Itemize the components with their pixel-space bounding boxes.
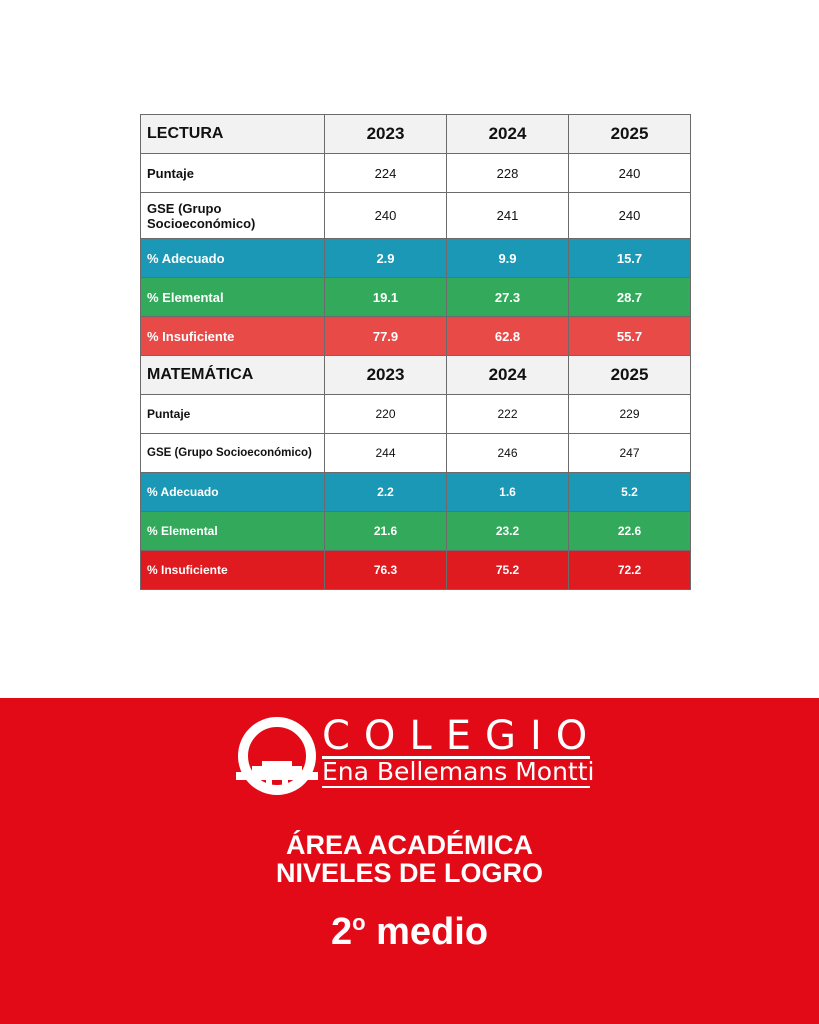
- year-header: 2024: [446, 355, 569, 395]
- lectura-title: LECTURA: [140, 114, 325, 154]
- grade-word: medio: [376, 911, 489, 953]
- logo-colegio-word: COLEGIO: [322, 713, 602, 759]
- cell-value: 246: [446, 433, 569, 473]
- row-label: Puntaje: [140, 153, 325, 193]
- grade-ordinal: o: [352, 910, 366, 935]
- row-label: Puntaje: [140, 394, 325, 434]
- year-header: 2025: [568, 114, 691, 154]
- matematica-header-row: MATEMÁTICA 2023 2024 2025: [140, 355, 691, 395]
- row-label: % Elemental: [140, 277, 325, 317]
- matematica-elemental-row: % Elemental 21.6 23.2 22.6: [140, 511, 691, 551]
- cell-value: 28.7: [568, 277, 691, 317]
- niveles-title: NIVELES DE LOGRO: [275, 858, 544, 888]
- cell-value: 240: [324, 192, 447, 239]
- row-label: GSE (Grupo Socioeconómico): [140, 433, 325, 473]
- matematica-title: MATEMÁTICA: [140, 355, 325, 395]
- cell-value: 77.9: [324, 316, 447, 356]
- cell-value: 21.6: [324, 511, 447, 551]
- cell-value: 72.2: [568, 550, 691, 590]
- cell-value: 1.6: [446, 472, 569, 512]
- row-label: % Insuficiente: [140, 550, 325, 590]
- results-table: LECTURA 2023 2024 2025 Puntaje 224 228 2…: [140, 114, 691, 590]
- lectura-adecuado-row: % Adecuado 2.9 9.9 15.7: [140, 238, 691, 278]
- grade-title: 2o medio: [0, 900, 819, 955]
- cell-value: 27.3: [446, 277, 569, 317]
- year-header: 2023: [324, 114, 447, 154]
- grade-number: 2: [330, 911, 353, 953]
- year-header: 2023: [324, 355, 447, 395]
- cell-value: 220: [324, 394, 447, 434]
- cell-value: 22.6: [568, 511, 691, 551]
- cell-value: 228: [446, 153, 569, 193]
- matematica-adecuado-row: % Adecuado 2.2 1.6 5.2: [140, 472, 691, 512]
- cell-value: 2.2: [324, 472, 447, 512]
- cell-value: 19.1: [324, 277, 447, 317]
- row-label: GSE (Grupo Socioeconómico): [140, 192, 325, 239]
- cell-value: 62.8: [446, 316, 569, 356]
- logo-divider: [322, 756, 590, 759]
- cell-value: 247: [568, 433, 691, 473]
- logo-underline: [322, 786, 590, 788]
- row-label: % Adecuado: [140, 472, 325, 512]
- cell-value: 240: [568, 153, 691, 193]
- area-title: ÁREA ACADÉMICA: [286, 830, 533, 860]
- footer-banner: [0, 698, 819, 1024]
- matematica-insuficiente-row: % Insuficiente 76.3 75.2 72.2: [140, 550, 691, 590]
- year-header: 2024: [446, 114, 569, 154]
- logo-school-name: Ena Bellemans Montti: [322, 757, 595, 786]
- cell-value: 224: [324, 153, 447, 193]
- cell-value: 2.9: [324, 238, 447, 278]
- cell-value: 229: [568, 394, 691, 434]
- year-header: 2025: [568, 355, 691, 395]
- matematica-gse-row: GSE (Grupo Socioeconómico) 244 246 247: [140, 433, 691, 473]
- lectura-gse-row: GSE (Grupo Socioeconómico) 240 241 240: [140, 192, 691, 239]
- cell-value: 241: [446, 192, 569, 239]
- cell-value: 5.2: [568, 472, 691, 512]
- cell-value: 240: [568, 192, 691, 239]
- row-label: % Adecuado: [140, 238, 325, 278]
- cell-value: 75.2: [446, 550, 569, 590]
- row-label: % Insuficiente: [140, 316, 325, 356]
- cell-value: 23.2: [446, 511, 569, 551]
- lectura-elemental-row: % Elemental 19.1 27.3 28.7: [140, 277, 691, 317]
- row-label: % Elemental: [140, 511, 325, 551]
- lectura-puntaje-row: Puntaje 224 228 240: [140, 153, 691, 193]
- cell-value: 222: [446, 394, 569, 434]
- cell-value: 55.7: [568, 316, 691, 356]
- lectura-header-row: LECTURA 2023 2024 2025: [140, 114, 691, 154]
- school-crest-icon: [236, 717, 318, 795]
- matematica-puntaje-row: Puntaje 220 222 229: [140, 394, 691, 434]
- cell-value: 15.7: [568, 238, 691, 278]
- cell-value: 244: [324, 433, 447, 473]
- cell-value: 76.3: [324, 550, 447, 590]
- lectura-insuficiente-row: % Insuficiente 77.9 62.8 55.7: [140, 316, 691, 356]
- cell-value: 9.9: [446, 238, 569, 278]
